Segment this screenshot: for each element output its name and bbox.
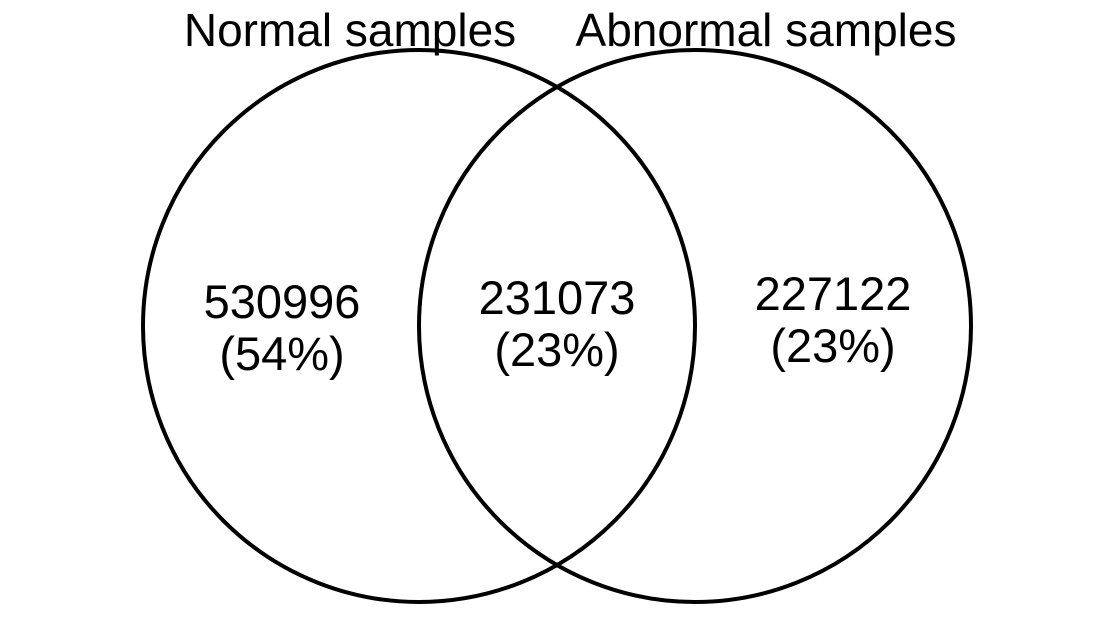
normal-only-percent: (54%) [219, 327, 344, 380]
intersection-percent: (23%) [494, 323, 619, 376]
intersection-count: 231073 [479, 271, 636, 324]
abnormal-only-percent: (23%) [770, 319, 895, 372]
abnormal-only-count: 227122 [755, 267, 912, 320]
abnormal-samples-circle [417, 48, 973, 604]
normal-samples-label: Normal samples [184, 4, 516, 56]
normal-only-count: 530996 [204, 275, 361, 328]
normal-samples-circle [141, 48, 697, 604]
abnormal-samples-label: Abnormal samples [576, 4, 957, 56]
